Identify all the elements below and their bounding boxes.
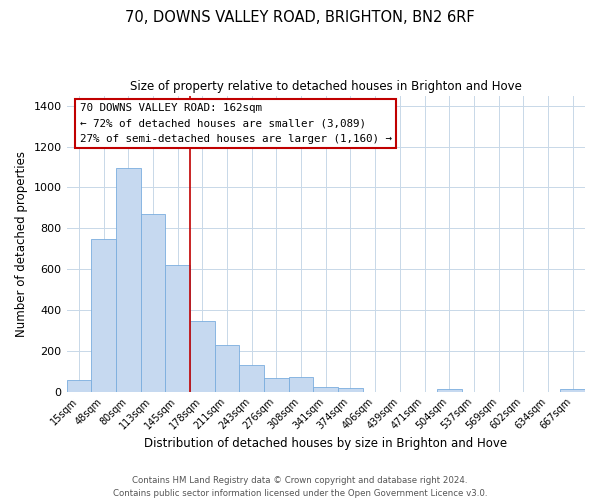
Text: 70 DOWNS VALLEY ROAD: 162sqm
← 72% of detached houses are smaller (3,089)
27% of: 70 DOWNS VALLEY ROAD: 162sqm ← 72% of de… [80, 103, 392, 144]
Bar [338, 388, 363, 392]
Y-axis label: Number of detached properties: Number of detached properties [15, 150, 28, 336]
Bar [91, 238, 116, 392]
Bar [190, 321, 215, 392]
Title: Size of property relative to detached houses in Brighton and Hove: Size of property relative to detached ho… [130, 80, 522, 93]
Bar [116, 168, 140, 392]
X-axis label: Distribution of detached houses by size in Brighton and Hove: Distribution of detached houses by size … [144, 437, 508, 450]
Bar [67, 380, 91, 392]
Bar [289, 378, 313, 392]
Bar [313, 386, 338, 392]
Bar [140, 214, 165, 392]
Text: Contains HM Land Registry data © Crown copyright and database right 2024.
Contai: Contains HM Land Registry data © Crown c… [113, 476, 487, 498]
Bar [560, 388, 585, 392]
Bar [239, 365, 264, 392]
Bar [264, 378, 289, 392]
Text: 70, DOWNS VALLEY ROAD, BRIGHTON, BN2 6RF: 70, DOWNS VALLEY ROAD, BRIGHTON, BN2 6RF [125, 10, 475, 25]
Bar [165, 265, 190, 392]
Bar [215, 345, 239, 392]
Bar [437, 388, 461, 392]
